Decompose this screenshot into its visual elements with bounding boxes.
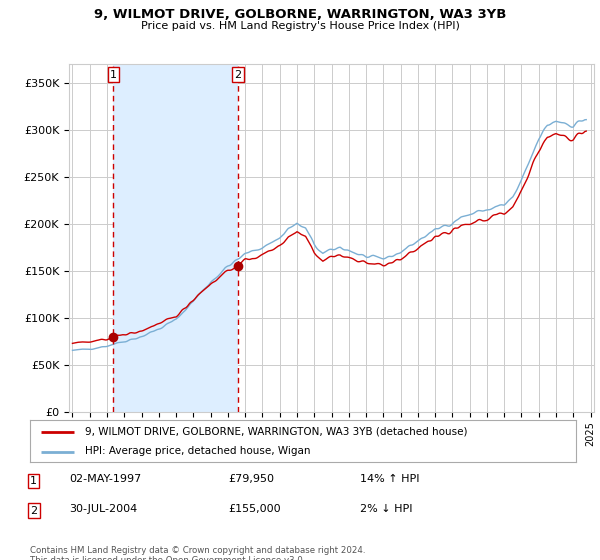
- Text: 2% ↓ HPI: 2% ↓ HPI: [360, 504, 413, 514]
- Text: 02-MAY-1997: 02-MAY-1997: [69, 474, 141, 484]
- Text: £155,000: £155,000: [228, 504, 281, 514]
- Text: 1: 1: [110, 69, 117, 80]
- Text: 9, WILMOT DRIVE, GOLBORNE, WARRINGTON, WA3 3YB: 9, WILMOT DRIVE, GOLBORNE, WARRINGTON, W…: [94, 8, 506, 21]
- Text: 9, WILMOT DRIVE, GOLBORNE, WARRINGTON, WA3 3YB (detached house): 9, WILMOT DRIVE, GOLBORNE, WARRINGTON, W…: [85, 427, 467, 437]
- Text: HPI: Average price, detached house, Wigan: HPI: Average price, detached house, Wiga…: [85, 446, 310, 456]
- Text: 2: 2: [30, 506, 37, 516]
- Text: 14% ↑ HPI: 14% ↑ HPI: [360, 474, 419, 484]
- Text: 2: 2: [235, 69, 241, 80]
- Text: £79,950: £79,950: [228, 474, 274, 484]
- Text: Contains HM Land Registry data © Crown copyright and database right 2024.
This d: Contains HM Land Registry data © Crown c…: [30, 546, 365, 560]
- Text: 30-JUL-2004: 30-JUL-2004: [69, 504, 137, 514]
- Text: 1: 1: [30, 476, 37, 486]
- Text: Price paid vs. HM Land Registry's House Price Index (HPI): Price paid vs. HM Land Registry's House …: [140, 21, 460, 31]
- Bar: [113, 64, 238, 412]
